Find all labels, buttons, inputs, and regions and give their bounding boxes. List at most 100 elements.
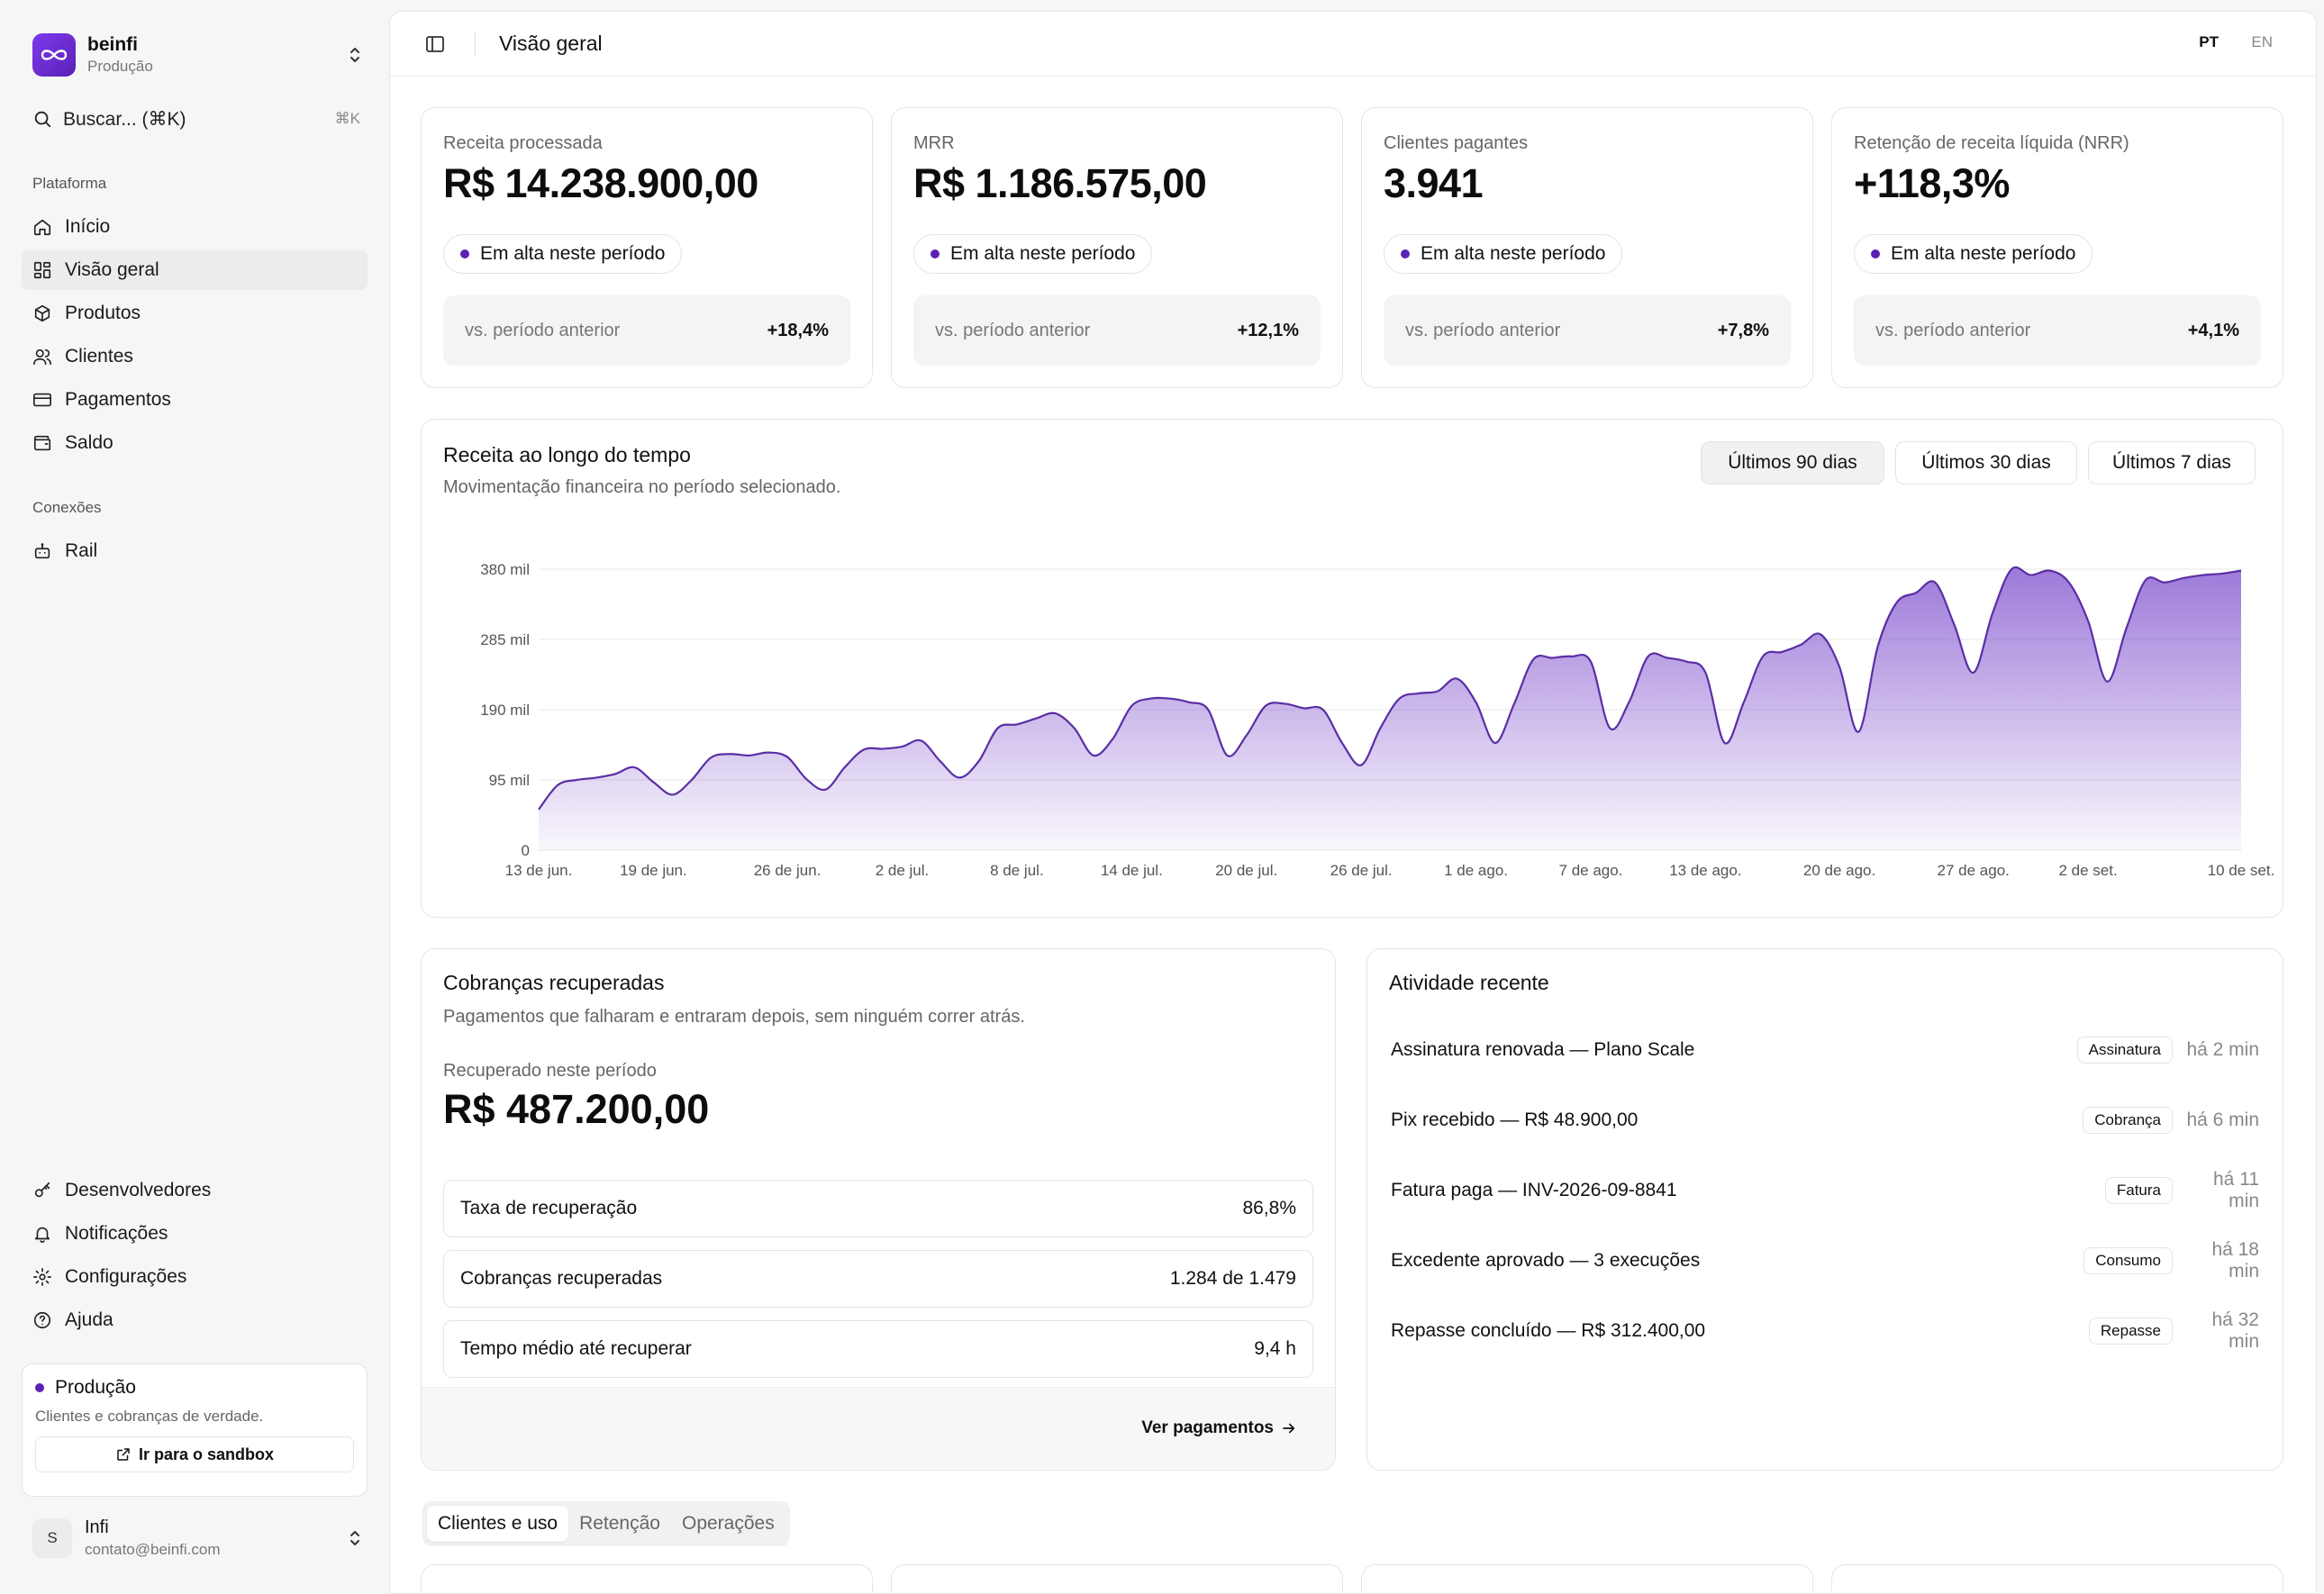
sidebar-item-label: Notificações <box>65 1223 168 1244</box>
environment-title: Produção <box>55 1377 136 1398</box>
activity-item[interactable]: Pix recebido — R$ 48.900,00 Cobrança há 6 … <box>1391 1102 2259 1138</box>
sidebar-item-produtos[interactable]: Produtos <box>22 294 368 333</box>
sidebar-item-clientes[interactable]: Clientes <box>22 337 368 376</box>
activity-item[interactable]: Excedente aprovado — 3 execuções Consumo h… <box>1391 1239 2259 1282</box>
metric-value: 1.284 de 1.479 <box>1169 1268 1296 1289</box>
chart-series-line <box>538 566 2242 811</box>
go-to-sandbox-button[interactable]: Ir para o sandbox <box>35 1436 354 1472</box>
sidebar-item-notificacoes[interactable]: Notificações <box>22 1214 368 1254</box>
sidebar-item-inicio[interactable]: Início <box>22 207 368 247</box>
section-title-platform: Plataforma <box>32 175 107 192</box>
x-tick-label: 1 de ago. <box>1444 862 1508 879</box>
y-tick-label: 380 mil <box>480 561 530 578</box>
x-tick-label: 27 de ago. <box>1938 862 2010 879</box>
activity-item[interactable]: Fatura paga — INV-2026-09-8841 Fatura há 1… <box>1391 1169 2259 1211</box>
workspace-name: beinfi <box>87 34 138 55</box>
main-content: Visão geral PT EN Receita processada R$ … <box>389 11 2317 1594</box>
kpi-value: 3.941 <box>1384 160 1484 206</box>
topbar: Visão geral PT EN <box>390 12 2316 77</box>
kpi-comparison: vs. período anterior +12,1% <box>913 295 1321 366</box>
kpi-card: MRR R$ 1.186.575,00 Em alta neste períod… <box>891 107 1343 388</box>
tab-operacoes[interactable]: Operações <box>681 1513 775 1534</box>
user-email: contato@beinfi.com <box>85 1541 221 1558</box>
status-dot <box>1401 249 1410 258</box>
sidebar-item-saldo[interactable]: Saldo <box>22 423 368 463</box>
metric-row: Taxa de recuperação 86,8% <box>443 1180 1313 1237</box>
gear-icon <box>33 1268 51 1286</box>
kpi-comparison: vs. período anterior +18,4% <box>443 295 850 366</box>
card-title: Cobranças recuperadas <box>443 971 665 994</box>
go-to-sandbox-label: Ir para o sandbox <box>138 1445 275 1463</box>
activity-text: Excedente aprovado — 3 execuções <box>1391 1250 1701 1271</box>
credit-card-icon <box>33 393 51 407</box>
range-7-days-button[interactable]: Últimos 7 dias <box>2088 441 2256 485</box>
activity-item[interactable]: Assinatura renovada — Plano Scale Assinat… <box>1391 1032 2259 1068</box>
language-pt-button[interactable]: PT <box>2199 33 2219 50</box>
range-30-days-button[interactable]: Últimos 30 dias <box>1895 441 2077 485</box>
comparison-label: vs. período anterior <box>465 320 621 340</box>
sidebar-item-label: Configurações <box>65 1266 187 1287</box>
recovered-charges-card: Cobranças recuperadas Pagamentos que fal… <box>421 948 1336 1471</box>
activity-time: há 2 min <box>2186 1039 2259 1060</box>
help-icon <box>33 1311 51 1329</box>
trend-label: Em alta neste período <box>950 243 1136 264</box>
users-icon <box>33 349 51 366</box>
comparison-label: vs. período anterior <box>1875 320 2031 340</box>
recovered-period-label: Recuperado neste período <box>443 1061 657 1081</box>
metric-value: 86,8% <box>1242 1198 1296 1218</box>
x-tick-label: 20 de ago. <box>1803 862 1875 879</box>
tab-clientes-e-uso[interactable]: Clientes e uso <box>427 1506 569 1542</box>
sidebar-item-label: Início <box>65 216 111 237</box>
workspace-switcher[interactable]: beinfi Produção <box>32 31 366 79</box>
page-title: Visão geral <box>499 32 603 55</box>
sidebar-item-configuracoes[interactable]: Configurações <box>22 1257 368 1297</box>
x-tick-label: 26 de jun. <box>754 862 822 879</box>
sidebar-item-rail[interactable]: Rail <box>22 531 368 571</box>
kpi-card: Receita processada R$ 14.238.900,00 Em a… <box>421 107 873 388</box>
trend-label: Em alta neste período <box>1421 243 1606 264</box>
activity-badge: Cobrança <box>2083 1107 2173 1134</box>
section-title-connections: Conexões <box>32 499 102 516</box>
metric-label: Tempo médio até recuperar <box>460 1338 692 1359</box>
comparison-label: vs. período anterior <box>935 320 1091 340</box>
home-icon <box>33 219 51 236</box>
status-dot <box>1871 249 1880 258</box>
revenue-chart: 0 95 mil 190 mil 285 mil 380 mil 13 de jun. 19… <box>480 561 2274 879</box>
language-en-button[interactable]: EN <box>2251 33 2273 50</box>
metric-card <box>891 1564 1343 1593</box>
activity-text: Pix recebido — R$ 48.900,00 <box>1391 1109 1639 1130</box>
activity-item[interactable]: Repasse concluído — R$ 312.400,00 Repasse… <box>1391 1309 2259 1352</box>
sidebar-item-ajuda[interactable]: Ajuda <box>22 1300 368 1340</box>
user-menu[interactable]: S Infi contato@beinfi.com <box>32 1513 366 1563</box>
range-90-days-button[interactable]: Últimos 90 dias <box>1701 441 1884 485</box>
recent-activity-card: Atividade recente Assinatura renovada — … <box>1366 948 2283 1471</box>
view-payments-link[interactable]: Ver pagamentos <box>1141 1418 1297 1438</box>
kpi-label: Retenção de receita líquida (NRR) <box>1854 133 2129 153</box>
search-button[interactable]: Buscar... (⌘K) ⌘K <box>32 104 360 133</box>
sidebar-item-pagamentos[interactable]: Pagamentos <box>22 380 368 420</box>
status-dot <box>35 1383 44 1392</box>
kpi-card: Clientes pagantes 3.941 Em alta neste pe… <box>1361 107 1813 388</box>
comparison-value: +4,1% <box>2187 320 2239 340</box>
sidebar-toggle-icon[interactable] <box>424 33 446 55</box>
grid-icon <box>33 261 51 279</box>
activity-text: Fatura paga — INV-2026-09-8841 <box>1391 1180 1677 1200</box>
trend-label: Em alta neste período <box>480 243 666 264</box>
beinfi-logo-icon <box>32 33 76 77</box>
comparison-value: +18,4% <box>767 320 829 340</box>
x-tick-label: 13 de jun. <box>505 862 573 879</box>
tab-retencao[interactable]: Retenção <box>579 1513 660 1534</box>
activity-time: há 32 min <box>2211 1309 2259 1352</box>
chart-subtitle: Movimentação financeira no período selec… <box>443 477 841 497</box>
sidebar-item-visao-geral[interactable]: Visão geral <box>22 250 368 290</box>
activity-badge: Repasse <box>2088 1318 2173 1345</box>
sidebar-item-desenvolvedores[interactable]: Desenvolvedores <box>22 1171 368 1210</box>
y-tick-label: 190 mil <box>480 702 530 719</box>
x-tick-label: 14 de jul. <box>1101 862 1163 879</box>
kpi-value: R$ 14.238.900,00 <box>443 160 758 206</box>
sidebar-item-label: Produtos <box>65 303 141 323</box>
box-icon <box>34 304 50 322</box>
sidebar-item-label: Desenvolvedores <box>65 1180 212 1200</box>
metric-row: Tempo médio até recuperar 9,4 h <box>443 1320 1313 1378</box>
activity-badge: Consumo <box>2083 1247 2173 1274</box>
